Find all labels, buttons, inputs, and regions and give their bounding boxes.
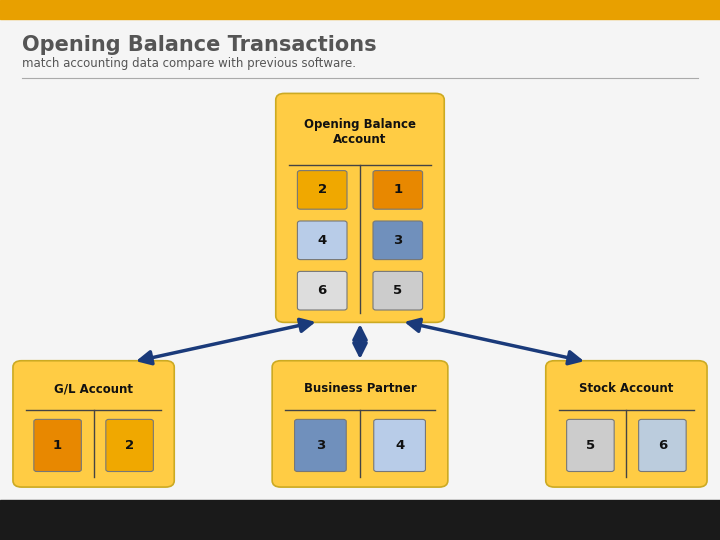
FancyBboxPatch shape bbox=[297, 171, 347, 209]
Text: 4: 4 bbox=[395, 439, 404, 452]
Text: © 2013 SAP AG. All rights reserved.: © 2013 SAP AG. All rights reserved. bbox=[14, 506, 152, 515]
Text: 6: 6 bbox=[318, 284, 327, 297]
FancyBboxPatch shape bbox=[546, 361, 707, 487]
FancyBboxPatch shape bbox=[276, 93, 444, 322]
FancyBboxPatch shape bbox=[272, 361, 448, 487]
FancyBboxPatch shape bbox=[373, 171, 423, 209]
FancyBboxPatch shape bbox=[297, 221, 347, 260]
FancyBboxPatch shape bbox=[297, 272, 347, 310]
FancyBboxPatch shape bbox=[567, 420, 614, 471]
FancyBboxPatch shape bbox=[34, 420, 81, 471]
Text: Opening Balance Transactions: Opening Balance Transactions bbox=[22, 35, 377, 55]
FancyBboxPatch shape bbox=[373, 272, 423, 310]
Text: 1: 1 bbox=[393, 184, 402, 197]
FancyBboxPatch shape bbox=[374, 420, 426, 471]
Text: 2: 2 bbox=[125, 439, 134, 452]
Text: Stock Account: Stock Account bbox=[579, 382, 674, 395]
Text: 5: 5 bbox=[393, 284, 402, 297]
Text: 6: 6 bbox=[658, 439, 667, 452]
Text: 3: 3 bbox=[393, 234, 402, 247]
Text: Business Partner: Business Partner bbox=[304, 382, 416, 395]
Text: 70: 70 bbox=[689, 515, 704, 524]
Text: G/L Account: G/L Account bbox=[54, 382, 133, 395]
Bar bbox=[0, 500, 720, 540]
FancyBboxPatch shape bbox=[13, 361, 174, 487]
FancyBboxPatch shape bbox=[106, 420, 153, 471]
FancyBboxPatch shape bbox=[373, 221, 423, 260]
FancyBboxPatch shape bbox=[294, 420, 346, 471]
Text: 3: 3 bbox=[316, 439, 325, 452]
Text: 2: 2 bbox=[318, 184, 327, 197]
Bar bbox=[0, 0, 720, 19]
Text: 1: 1 bbox=[53, 439, 62, 452]
Text: 4: 4 bbox=[318, 234, 327, 247]
FancyBboxPatch shape bbox=[639, 420, 686, 471]
Text: This presentation and SAP's strategy and possible future developments are subjec: This presentation and SAP's strategy and… bbox=[144, 514, 714, 525]
Text: 5: 5 bbox=[586, 439, 595, 452]
Text: match accounting data compare with previous software.: match accounting data compare with previ… bbox=[22, 57, 356, 70]
Text: Opening Balance
Account: Opening Balance Account bbox=[304, 118, 416, 146]
